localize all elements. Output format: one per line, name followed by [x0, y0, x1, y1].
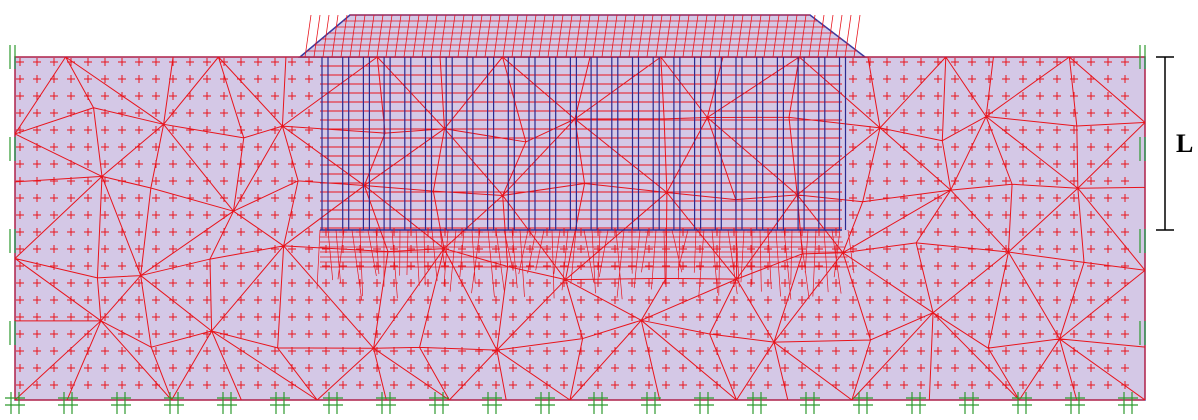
- dimension: L: [1156, 57, 1193, 230]
- dimension-label: L: [1176, 129, 1193, 158]
- fe-mesh-diagram: L: [0, 0, 1198, 420]
